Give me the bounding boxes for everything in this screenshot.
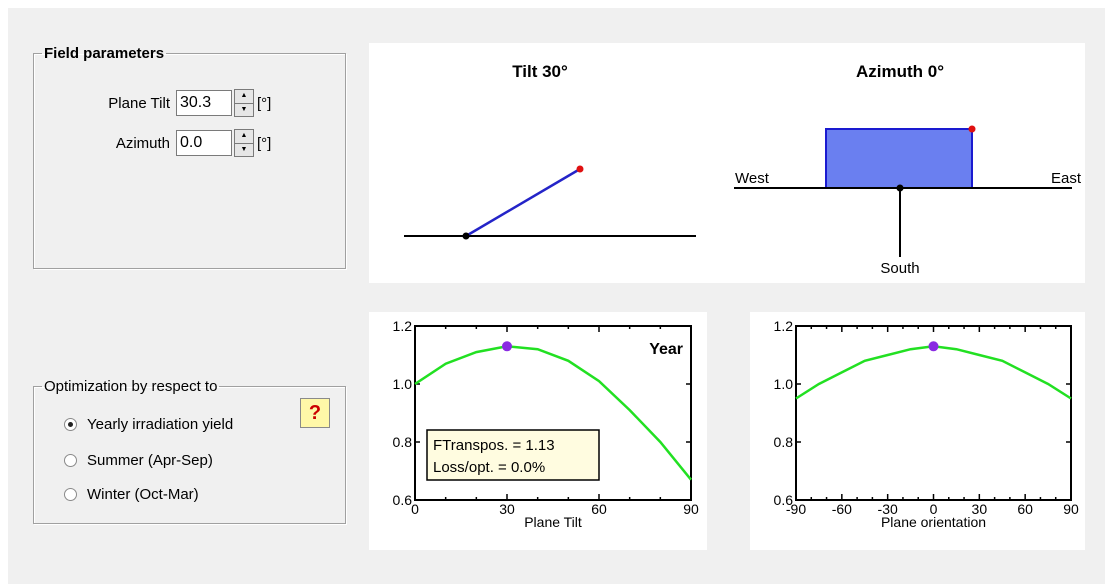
chart1-x-tick-label: 60 <box>1017 501 1033 517</box>
orientation-chart: 0.6 0.8 1.0 1.2 -90 -60 -30 0 30 60 90 Plane orient… <box>774 318 1079 530</box>
chart0-optimum-point <box>502 341 512 352</box>
chart0-series-line <box>414 345 692 481</box>
chart1-x-tick-label: 30 <box>972 501 988 517</box>
chart0-x-tick-label: 60 <box>591 501 607 517</box>
chart1-y-tick-label: 0.8 <box>774 434 794 450</box>
spin-down-icon[interactable]: ▼ <box>234 103 254 117</box>
south-label: South <box>880 260 919 277</box>
plane-tilt-spinner[interactable]: ▲ ▼ <box>234 89 254 117</box>
radio-icon[interactable] <box>64 418 77 431</box>
chart1-x-tick-label: -90 <box>786 501 806 517</box>
spin-down-icon[interactable]: ▼ <box>234 143 254 157</box>
orientation-diagrams: Tilt 30° Azimuth 0° West East South <box>404 62 1082 277</box>
chart1-x-tick-label: -30 <box>878 501 898 517</box>
azimuth-input[interactable] <box>176 130 232 156</box>
tilted-plane-line <box>465 167 581 238</box>
chart1-optimum-point <box>928 341 939 352</box>
plane-tilt-label: Plane Tilt <box>108 94 170 112</box>
chart0-info-ftranspos: FTranspos. = 1.13 <box>433 437 555 454</box>
azimuth-label: Azimuth <box>115 134 170 152</box>
chart0-y-tick-label: 1.0 <box>393 376 413 392</box>
chart1-y-tick-label: 1.2 <box>774 318 794 334</box>
radio-yearly-label: Yearly irradiation yield <box>87 416 234 433</box>
azimuth-diagram-title: Azimuth 0° <box>856 62 944 81</box>
tilt-chart: 0.6 0.8 1.0 1.2 0 30 60 90 Plane Tilt Year FTransp… <box>393 318 699 530</box>
chart1-plot-frame <box>795 325 1072 501</box>
radio-winter-label: Winter (Oct-Mar) <box>87 486 199 503</box>
chart0-info-loss: Loss/opt. = 0.0% <box>433 459 545 476</box>
radio-summer[interactable]: Summer (Apr-Sep) <box>64 452 213 469</box>
chart0-x-axis-label: Plane Tilt <box>524 514 582 530</box>
optimization-title: Optimization by respect to <box>44 378 218 395</box>
radio-yearly[interactable]: Yearly irradiation yield <box>64 416 233 433</box>
help-button[interactable]: ? <box>300 398 330 428</box>
azimuth-plane-rect <box>825 128 973 189</box>
chart1-y-tick-label: 0.6 <box>774 492 794 508</box>
plane-tilt-input[interactable] <box>176 90 232 116</box>
chart1-x-tick-label: 0 <box>930 501 938 517</box>
azimuth-spinner[interactable]: ▲ ▼ <box>234 129 254 157</box>
azimuth-pivot-point <box>896 184 904 192</box>
chart0-y-tick-label: 0.6 <box>393 492 413 508</box>
east-label: East <box>1051 170 1082 187</box>
field-parameters-title: Field parameters <box>44 45 165 62</box>
chart0-info-box <box>426 429 600 481</box>
chart0-x-tick-label: 0 <box>411 501 419 517</box>
chart0-y-tick-label: 1.2 <box>393 318 413 334</box>
spin-up-icon[interactable]: ▲ <box>234 129 254 144</box>
chart0-x-tick-label: 30 <box>499 501 515 517</box>
orientation-diagrams-panel: Tilt 30° Azimuth 0° West East South <box>369 43 1085 283</box>
chart1-x-tick-label: 90 <box>1063 501 1079 517</box>
field-parameters-group: Field parameters <box>33 45 346 269</box>
tilt-tip-point <box>576 165 584 173</box>
west-label: West <box>735 170 770 187</box>
spin-up-icon[interactable]: ▲ <box>234 89 254 104</box>
azimuth-unit: [°] <box>257 134 272 152</box>
radio-summer-label: Summer (Apr-Sep) <box>87 452 213 469</box>
chart1-x-tick-label: -60 <box>832 501 852 517</box>
radio-winter[interactable]: Winter (Oct-Mar) <box>64 486 199 503</box>
tilt-pivot-point <box>462 232 470 240</box>
optimization-group: Optimization by respect to <box>33 378 346 524</box>
chart0-annotation: Year <box>649 341 683 358</box>
radio-icon[interactable] <box>64 454 77 467</box>
chart1-y-tick-label: 1.0 <box>774 376 794 392</box>
tilt-diagram-title: Tilt 30° <box>512 62 568 81</box>
plane-tilt-unit: [°] <box>257 94 272 112</box>
tilt-chart-panel: 0.6 0.8 1.0 1.2 0 30 60 90 Plane Tilt Year FTransp… <box>369 312 707 550</box>
chart1-x-axis-label: Plane orientation <box>881 514 986 530</box>
azimuth-tip-point <box>968 125 976 133</box>
plane-tilt-row: Plane Tilt ▲ ▼ [°] <box>90 87 271 119</box>
chart0-y-tick-label: 0.8 <box>393 434 413 450</box>
chart0-x-tick-label: 90 <box>683 501 699 517</box>
orientation-chart-panel: 0.6 0.8 1.0 1.2 -90 -60 -30 0 30 60 90 Plane orient… <box>750 312 1085 550</box>
azimuth-row: Azimuth ▲ ▼ [°] <box>90 127 271 159</box>
radio-icon[interactable] <box>64 488 77 501</box>
